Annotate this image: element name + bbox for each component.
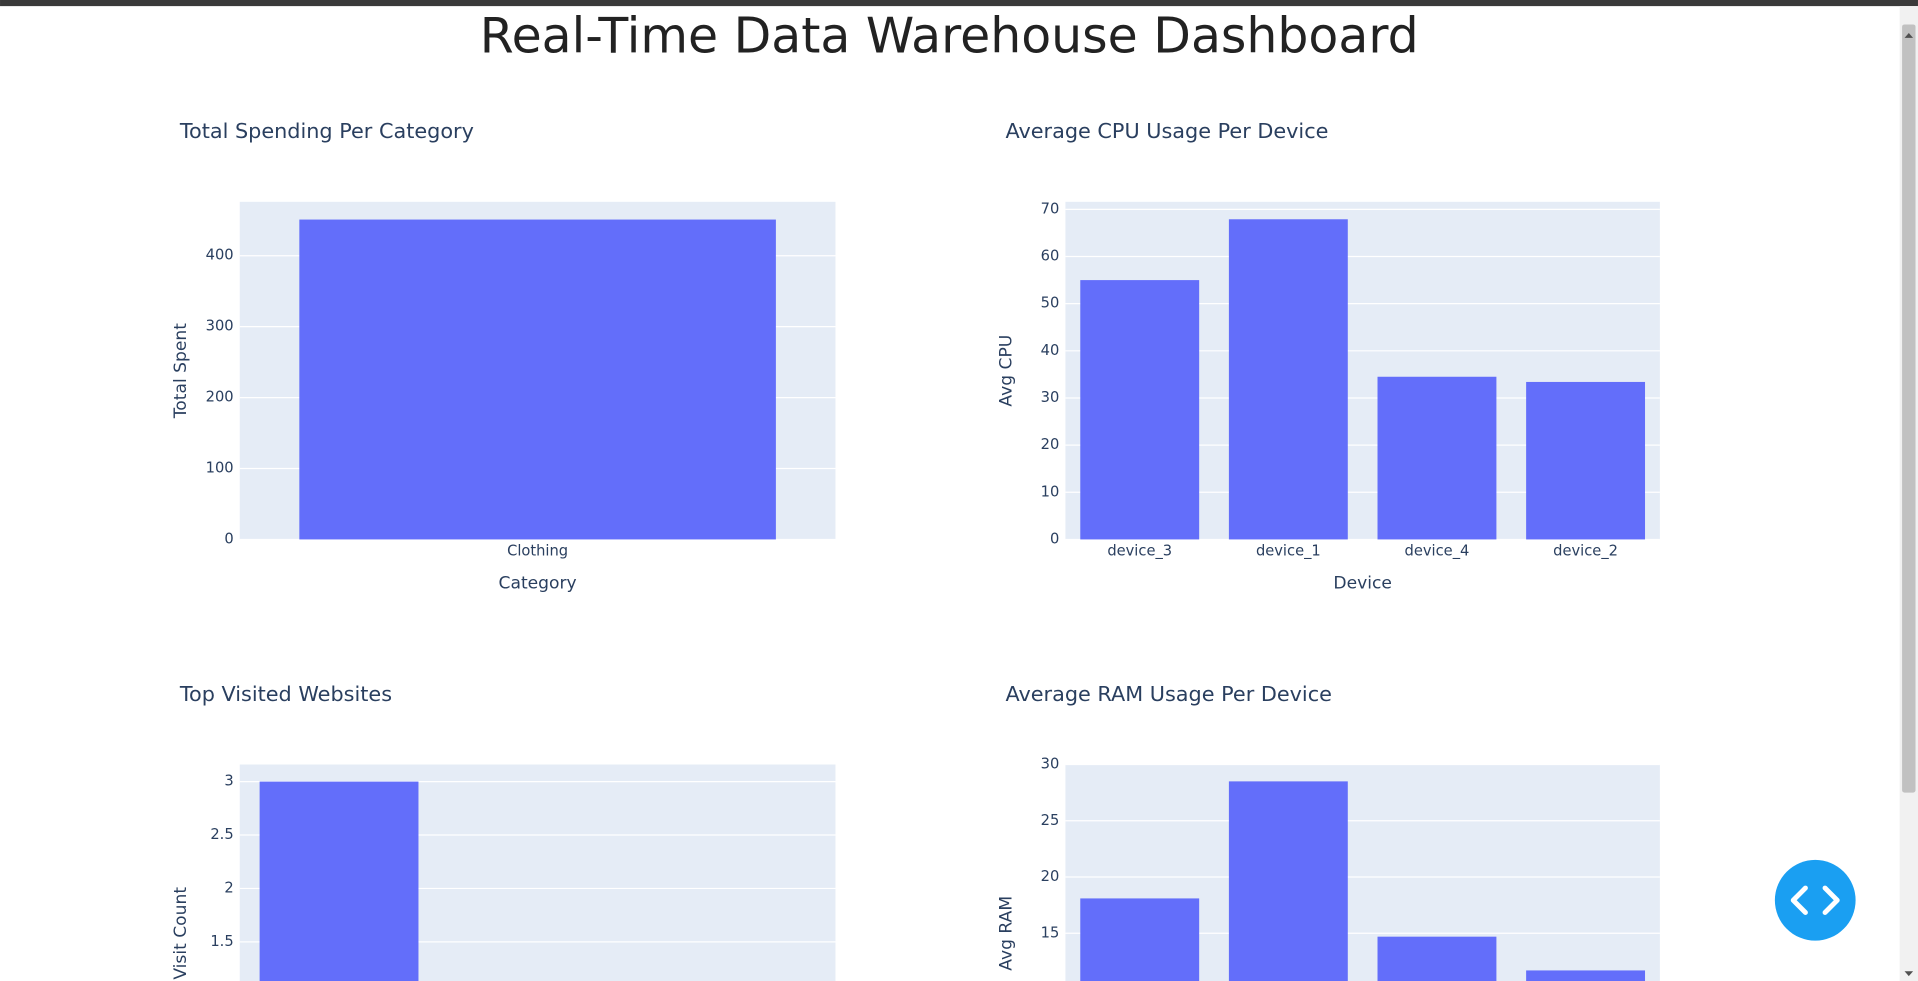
x-tick-label: Clothing [507,543,568,560]
y-tick-label: 25 [1041,812,1060,829]
chart-title: Top Visited Websites [179,682,392,706]
y-axis-title: Avg RAM [997,896,1017,971]
browser-bar [0,0,1918,7]
chart-title: Total Spending Per Category [179,119,474,143]
bar [1080,280,1200,540]
bar [1080,898,1200,981]
y-tick-label: 10 [1041,483,1060,500]
bar [259,781,419,981]
chart: Total Spending Per Category 0 100 200 300 400… [171,119,836,593]
code-icon [1790,885,1840,915]
scroll-up[interactable] [1904,33,1914,38]
bar [1526,381,1646,540]
y-tick-label: 30 [1041,389,1060,406]
chart-title: Average CPU Usage Per Device [1005,119,1328,143]
y-tick-label: 20 [1041,436,1060,453]
page-title: Real-Time Data Warehouse Dashboard [480,8,1419,65]
bar [1526,970,1646,981]
x-axis-title: Device [1333,573,1392,593]
y-axis-title: Avg CPU [997,335,1017,407]
y-tick-label: 20 [1041,868,1060,885]
y-axis-title: Total Spent [171,323,191,419]
y-tick-label: 100 [206,460,234,477]
bar [1228,781,1348,981]
x-tick-label: device_3 [1107,543,1172,560]
y-tick-label: 1.5 [210,933,233,950]
y-tick-label: 2 [224,879,233,896]
y-axis-title: Visit Count [171,887,191,980]
chart-title: Average RAM Usage Per Device [1005,682,1331,706]
y-tick-label: 3 [224,773,233,790]
bar [299,219,776,540]
y-tick-label: 2.5 [210,826,233,843]
y-tick-label: 0 [1050,530,1059,547]
x-axis-title: Category [499,573,577,593]
y-tick-label: 300 [206,318,234,335]
y-tick-label: 70 [1041,200,1060,217]
bar [1228,219,1348,540]
y-tick-label: 200 [206,389,234,406]
chart: Average CPU Usage Per Device 0 10 20 30 40 50 6… [997,119,1660,593]
y-tick-label: 60 [1041,248,1060,265]
y-tick-label: 50 [1041,295,1060,312]
y-tick-label: 30 [1041,755,1060,772]
code-button[interactable] [1774,859,1856,941]
x-tick-label: device_1 [1256,543,1321,560]
scroll-down[interactable] [1904,971,1914,977]
charts: Total Spending Per Category0100200300400… [171,119,1660,981]
chart: Average RAM Usage Per Device051015202530… [997,682,1660,981]
bar [1377,936,1497,981]
button-circle[interactable] [1774,859,1856,941]
y-tick-label: 40 [1041,342,1060,359]
y-tick-label: 15 [1041,924,1060,941]
scrollbar-thumb[interactable] [1902,24,1916,793]
x-tick-label: device_2 [1553,543,1618,560]
bar [1377,376,1497,540]
y-tick-label: 400 [206,247,234,264]
y-tick-label: 0 [224,530,233,547]
x-tick-label: device_4 [1405,543,1470,560]
